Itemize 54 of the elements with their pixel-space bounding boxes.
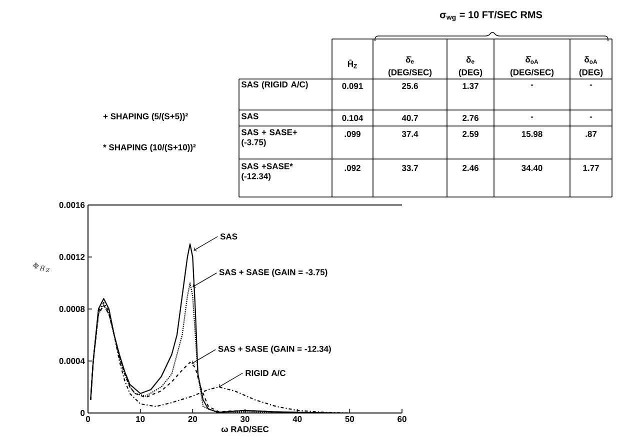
x-tick-label: 60 (398, 416, 406, 422)
y-tick-label: 0 (80, 410, 85, 416)
text: .099 (344, 130, 360, 137)
text: H̄$_{Z}$ (348, 60, 357, 68)
annotation: RIGID A/C (246, 370, 286, 376)
text: 2.76 (462, 114, 478, 121)
text: 1.77 (583, 165, 599, 171)
x-axis-title: ω RAD/SEC (221, 426, 269, 432)
annotation: SAS (220, 233, 238, 240)
x-tick-label: 30 (240, 416, 250, 422)
y-tick-label: 0.0004 (59, 358, 85, 364)
text: 1.37 (462, 82, 478, 90)
text: 25.6 (402, 82, 418, 89)
text: σ$_{wg}$ = 10 FT/SEC RMS (440, 10, 542, 22)
annotation: SAS + SASE (GAIN = -12.34) (218, 346, 331, 354)
text: SAS +SASE* (-12.34) (241, 163, 293, 181)
x-tick-label: 10 (136, 416, 145, 422)
x-tick-label: 40 (292, 416, 302, 422)
text: 2.46 (462, 164, 478, 171)
annotation: SAS + SASE (GAIN = -3.75) (219, 268, 328, 277)
x-tick-label: 0 (86, 416, 90, 422)
text: 15.98 (522, 130, 542, 137)
text: δ̇$_{oA}$ (526, 56, 538, 64)
text: 33.7 (402, 164, 418, 172)
text: 37.4 (402, 130, 418, 138)
text: SAS + SASE+ (-3.75) (241, 129, 298, 147)
text: .092 (344, 164, 360, 171)
text: (DEG) (579, 69, 603, 77)
text: SAS (RIGID A/C) (241, 81, 308, 90)
text: * SHAPING (10/(S+10))² (103, 144, 196, 152)
text: δ$_{e}$ (466, 56, 474, 64)
text: (DEG/SEC) (510, 69, 554, 77)
text: - (530, 116, 534, 118)
text: 2.59 (462, 130, 478, 137)
text: - (590, 116, 592, 118)
text: 0.091 (342, 82, 363, 89)
text: 0.104 (342, 114, 364, 121)
x-tick-label: 50 (345, 416, 354, 422)
text: .87 (586, 130, 597, 137)
y-tick-label: 0.0016 (59, 202, 85, 208)
text: + SHAPING (5/(S+5))² (103, 113, 188, 121)
text: δ$_{oA}$ (584, 56, 598, 64)
x-tick-label: 20 (188, 416, 198, 422)
text: δ̇$_{e}$ (406, 56, 414, 64)
text: SAS (241, 113, 258, 120)
text: (DEG) (458, 69, 482, 77)
y-tick-label: 0.0012 (59, 254, 85, 260)
text: (DEG/SEC) (388, 69, 432, 77)
y-tick-label: 0.0008 (59, 306, 85, 312)
text: 40.7 (402, 114, 418, 121)
text: 34.40 (522, 164, 542, 172)
y-axis-title: $\Phi_{\bar{H}_{Z}}$ (33, 262, 50, 272)
text: - (530, 84, 534, 86)
text: - (590, 84, 592, 86)
